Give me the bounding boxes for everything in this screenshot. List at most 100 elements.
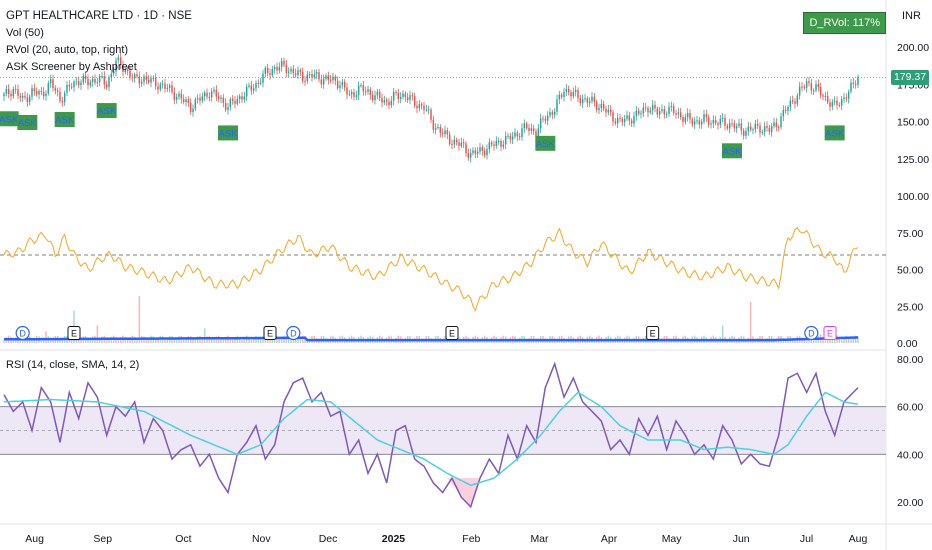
candle: [327, 71, 330, 85]
candle-body: [161, 83, 164, 85]
event-marker[interactable]: E: [67, 326, 81, 340]
candle: [374, 90, 376, 105]
candle-body: [388, 101, 390, 106]
candle-body: [187, 99, 190, 103]
volume-bar: [297, 338, 299, 343]
candle-body: [182, 98, 185, 103]
candle-body: [500, 140, 502, 147]
ask-marker: ASK: [54, 112, 75, 128]
candle: [73, 79, 75, 92]
candle-body: [369, 89, 372, 96]
volume-bar: [726, 339, 729, 343]
ask-marker-label: ASK: [536, 139, 556, 150]
event-marker[interactable]: D: [286, 325, 301, 341]
candle: [126, 66, 129, 76]
candle-body: [591, 96, 593, 102]
candle-body: [661, 109, 663, 112]
candle: [735, 123, 738, 133]
candle-body: [488, 142, 491, 150]
candle: [357, 81, 360, 100]
candle: [640, 110, 642, 119]
candle: [166, 83, 169, 93]
volume-bar: [98, 339, 101, 343]
candle: [635, 106, 638, 121]
candle: [168, 83, 171, 93]
candle: [31, 84, 33, 101]
candle-body: [42, 91, 45, 97]
candle: [738, 118, 740, 129]
screener-legend[interactable]: ASK Screener by Ashpreet: [6, 61, 137, 73]
volume-bar: [850, 339, 852, 343]
candle-body: [395, 92, 397, 94]
candle-body: [87, 78, 89, 86]
candle-body: [735, 126, 738, 129]
candle-body: [52, 79, 54, 89]
candle-body: [215, 89, 218, 97]
time-axis-tick: Dec: [319, 533, 338, 545]
candle: [742, 128, 745, 140]
candle-body: [224, 102, 227, 110]
candle: [96, 77, 99, 87]
time-axis-tick: Mar: [530, 533, 549, 545]
candle: [70, 82, 73, 90]
candle-body: [269, 73, 271, 76]
candle: [24, 91, 26, 100]
event-marker[interactable]: E: [823, 326, 837, 340]
candle-body: [227, 107, 229, 110]
candle: [290, 66, 292, 75]
volume-bar: [707, 339, 710, 343]
candle: [791, 95, 794, 105]
candle-body: [850, 82, 852, 92]
candle: [647, 105, 649, 118]
candle: [420, 101, 423, 110]
candle: [103, 71, 106, 90]
currency-label[interactable]: INR: [902, 10, 921, 22]
candle-body: [192, 108, 194, 112]
candle: [455, 137, 458, 146]
volume-bar: [222, 339, 225, 343]
candle-body: [465, 143, 467, 154]
volume-bar: [749, 301, 752, 343]
candle-body: [362, 85, 365, 92]
candle-body: [241, 96, 243, 100]
candle: [658, 107, 661, 120]
rsi-legend[interactable]: RSI (14, close, SMA, 14, 2): [6, 359, 140, 371]
vol-legend[interactable]: Vol (50): [6, 27, 44, 39]
candle-body: [313, 74, 316, 78]
event-marker[interactable]: E: [646, 326, 660, 340]
candle-body: [572, 91, 575, 97]
volume-bar: [40, 338, 43, 343]
candle: [94, 74, 96, 86]
candle-body: [82, 75, 85, 83]
volume-bar: [838, 336, 841, 343]
rvol-legend[interactable]: RVol (20, auto, top, right): [6, 44, 129, 56]
event-marker[interactable]: E: [263, 326, 277, 340]
candle: [182, 94, 185, 105]
candle-body: [507, 135, 509, 137]
candle-body: [595, 101, 598, 110]
candle: [348, 89, 351, 97]
candle: [479, 142, 481, 155]
event-marker[interactable]: D: [804, 325, 819, 341]
candle-body: [544, 118, 547, 121]
candle-body: [733, 123, 736, 129]
candle-body: [332, 76, 334, 81]
candle-body: [115, 60, 117, 72]
candle: [152, 74, 155, 82]
candle: [231, 95, 234, 105]
candle: [143, 73, 145, 86]
candle-body: [196, 98, 199, 100]
candle-body: [472, 150, 474, 154]
candle-body: [285, 64, 288, 73]
candle-body: [822, 95, 824, 97]
candle: [304, 76, 306, 86]
candle-body: [40, 91, 43, 93]
event-marker[interactable]: E: [445, 326, 459, 340]
candle: [481, 144, 484, 156]
event-marker[interactable]: D: [15, 325, 30, 341]
candle-body: [306, 74, 309, 82]
candle: [257, 79, 260, 88]
candle-body: [236, 98, 239, 104]
